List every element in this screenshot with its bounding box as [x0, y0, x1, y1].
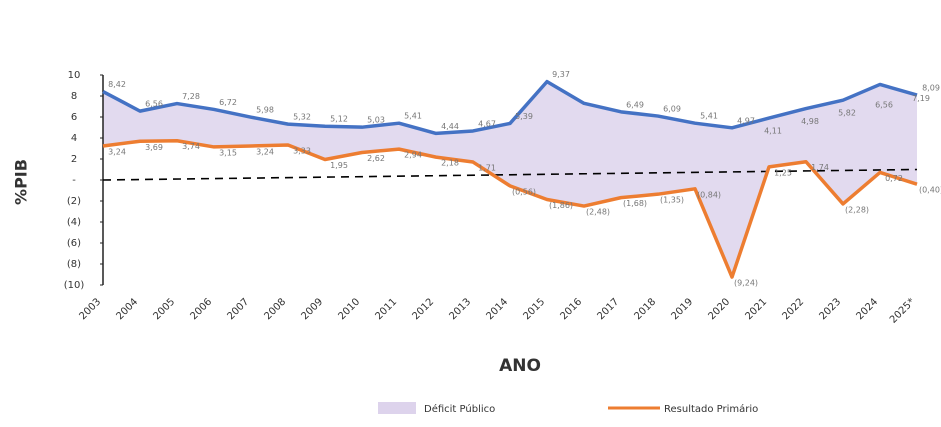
x-tick-label: 2023	[817, 296, 843, 322]
data-label: 6,49	[626, 100, 644, 109]
annotation: 6,56	[875, 101, 893, 110]
data-label: (1,35)	[660, 196, 684, 205]
x-tick-label: 2017	[595, 296, 621, 322]
x-tick-label: 2016	[558, 296, 584, 322]
x-tick-label: 2013	[447, 296, 473, 322]
y-axis-label: %PIB	[12, 159, 31, 205]
data-label: 4,44	[441, 122, 459, 131]
y-tick-label: 10	[68, 70, 81, 81]
series-line	[102, 79, 918, 136]
x-tick-label: 2020	[706, 296, 732, 322]
reference-line	[102, 168, 918, 181]
data-label: 0,72	[885, 174, 903, 183]
y-tick-label: (4)	[67, 217, 81, 228]
x-tick-label: 2021	[743, 296, 769, 322]
data-label: 3,24	[108, 147, 126, 156]
x-tick-label: 2018	[632, 296, 658, 322]
data-label: 5,32	[293, 113, 311, 122]
data-label: 3,74	[182, 142, 200, 151]
x-tick-label: 2022	[780, 296, 806, 322]
x-tick-label: 2008	[262, 296, 288, 322]
x-tick-label: 2004	[114, 296, 140, 322]
y-tick-label: (6)	[67, 238, 81, 249]
x-tick-label: 2025*	[888, 296, 917, 325]
x-axis-label: ANO	[499, 356, 541, 376]
legend-swatch	[378, 402, 416, 414]
data-label: 5,41	[700, 112, 718, 121]
data-label: 5,39	[515, 112, 533, 121]
x-tick-label: 2024	[854, 296, 880, 322]
data-label: 1,25	[774, 168, 792, 177]
data-label: (2,48)	[586, 208, 610, 217]
data-label: 3,33	[293, 147, 311, 156]
data-label: (1,68)	[623, 199, 647, 208]
y-tick-label: (8)	[67, 259, 81, 270]
data-label: (0,84)	[697, 190, 721, 199]
x-tick-label: 2011	[373, 296, 399, 322]
data-label: 8,42	[108, 80, 126, 89]
data-label: (0,40)	[919, 186, 941, 195]
data-label: 2,94	[404, 151, 422, 160]
data-label: 4,97	[737, 116, 755, 125]
y-tick-label: 8	[71, 91, 77, 102]
y-tick-label: 6	[71, 112, 77, 123]
data-label: 1,74	[811, 163, 829, 172]
deficit-area	[103, 81, 917, 278]
y-tick-label: 4	[71, 133, 77, 144]
data-label: 6,56	[145, 100, 163, 109]
data-label: 6,72	[219, 98, 237, 107]
x-tick-label: 2019	[669, 296, 695, 322]
x-tick-label: 2006	[188, 296, 214, 322]
annotation: 5,82	[838, 108, 856, 117]
data-label: (9,24)	[734, 279, 758, 288]
data-label: 2,62	[367, 154, 385, 163]
y-tick-label: -	[72, 175, 76, 186]
x-tick-label: 2003	[77, 296, 103, 322]
data-label: 5,98	[256, 106, 274, 115]
x-tick-label: 2009	[299, 296, 325, 322]
data-label: 3,69	[145, 143, 163, 152]
data-label: 3,24	[256, 147, 274, 156]
data-label: 4,67	[478, 119, 496, 128]
x-tick-label: 2010	[336, 296, 362, 322]
data-label: 1,95	[330, 161, 348, 170]
x-tick-label: 2005	[151, 296, 177, 322]
series-line	[102, 138, 918, 279]
data-label: 9,37	[552, 70, 570, 79]
data-label: 5,12	[330, 115, 348, 124]
annotation: 7,19	[912, 94, 930, 103]
y-tick-label: 2	[71, 154, 77, 165]
data-label: (2,28)	[845, 205, 869, 214]
data-label: 5,03	[367, 116, 385, 125]
data-label: 2,18	[441, 159, 459, 168]
x-tick-label: 2015	[521, 296, 547, 322]
y-tick-label: (10)	[64, 280, 85, 291]
x-tick-label: 2012	[410, 296, 436, 322]
y-tick-label: (2)	[67, 196, 81, 207]
x-tick-label: 2007	[225, 296, 251, 322]
data-label: (0,56)	[512, 187, 536, 196]
legend-label: Déficit Público	[424, 403, 495, 415]
annotation: 4,98	[801, 117, 819, 126]
data-label: 5,41	[404, 112, 422, 121]
x-tick-label: 2014	[484, 296, 510, 322]
data-label: 6,09	[663, 105, 681, 114]
data-label: (1,86)	[549, 201, 573, 210]
data-label: 7,28	[182, 92, 200, 101]
data-label: 1,71	[478, 164, 496, 173]
data-label: 8,09	[922, 84, 940, 93]
data-label: 3,15	[219, 148, 237, 157]
annotation: 4,11	[764, 126, 782, 135]
legend-label: Resultado Primário	[664, 403, 758, 415]
